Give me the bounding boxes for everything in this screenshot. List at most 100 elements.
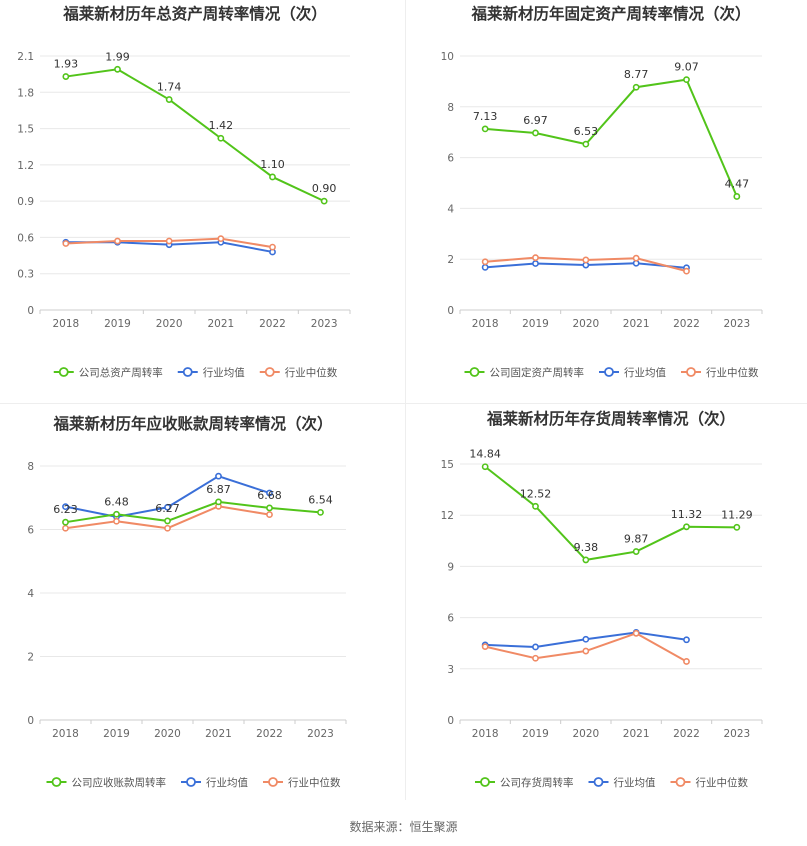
data-point xyxy=(62,518,69,526)
y-tick-label: 6 xyxy=(27,525,34,537)
data-point xyxy=(114,65,121,73)
data-label: 0.90 xyxy=(312,182,337,195)
x-tick-label: 2022 xyxy=(673,728,700,740)
data-point xyxy=(215,498,222,506)
data-point xyxy=(481,643,489,651)
x-tick-label: 2018 xyxy=(52,318,79,330)
x-tick-label: 2023 xyxy=(311,318,338,330)
x-tick-label: 2023 xyxy=(723,318,750,330)
y-tick-label: 4 xyxy=(447,203,454,215)
legend-marker xyxy=(593,777,604,787)
y-tick-label: 1.2 xyxy=(17,160,34,172)
y-tick-label: 15 xyxy=(441,459,454,471)
data-label: 1.93 xyxy=(54,58,79,71)
legend-label: 行业均值 xyxy=(624,366,666,379)
data-point xyxy=(582,647,590,655)
legend-item-0: 公司总资产周转率 xyxy=(53,366,163,379)
chart-panel-receivables-turnover: 福莱新材历年应收账款周转率情况（次） 0 2 4 6 8 2018 2019 2020 2021 2… xyxy=(0,405,400,815)
legend-marker xyxy=(186,777,196,787)
legend-label: 行业中位数 xyxy=(288,776,341,789)
legend-marker xyxy=(686,367,696,377)
legend-item-1: 行业均值 xyxy=(177,366,245,379)
legend-marker xyxy=(268,777,278,787)
data-point xyxy=(532,129,539,137)
data-label: 1.10 xyxy=(260,158,285,171)
data-label: 9.07 xyxy=(674,61,699,74)
y-tick-label: 0.6 xyxy=(17,232,34,244)
y-tick-label: 2 xyxy=(447,254,454,266)
legend-item-1: 行业均值 xyxy=(599,366,666,379)
chart-svg-2: 福莱新材历年应收账款周转率情况（次） 0 2 4 6 8 2018 2019 2020 2021 2… xyxy=(27,414,347,789)
data-point xyxy=(164,517,171,525)
vertical-divider xyxy=(405,0,406,800)
legend-label: 行业均值 xyxy=(614,776,656,789)
legend-marker xyxy=(604,367,614,377)
chart-title: 福莱新材历年总资产周转率情况（次） xyxy=(62,4,327,23)
data-source-note: 数据来源：恒生聚源 xyxy=(349,820,458,834)
x-tick-label: 2019 xyxy=(104,318,131,330)
data-point xyxy=(165,237,173,245)
data-point xyxy=(217,235,225,243)
data-point xyxy=(266,489,273,497)
data-point xyxy=(582,140,590,148)
y-tick-label: 12 xyxy=(441,510,454,522)
legend-label: 公司存货周转率 xyxy=(500,776,574,789)
chart-svg-3: 福莱新材历年存货周转率情况（次） 0 3 6 9 12 15 2018 2019 2020 2021… xyxy=(441,409,763,789)
y-tick-label: 0.3 xyxy=(17,269,34,281)
legend-item-0: 公司应收账款周转率 xyxy=(46,776,167,789)
chart-panel-fixed-asset-turnover: 福莱新材历年固定资产周转率情况（次） 0 2 4 6 8 10 2018 2019 2020 202… xyxy=(405,0,805,410)
data-label: 1.42 xyxy=(209,119,234,132)
y-tick-label: 0.9 xyxy=(17,196,34,208)
data-point xyxy=(269,173,276,181)
chart-title: 福莱新材历年应收账款周转率情况（次） xyxy=(52,414,332,433)
data-point xyxy=(532,502,539,510)
data-label: 8.77 xyxy=(624,68,649,81)
legend-item-0: 公司存货周转率 xyxy=(475,776,574,789)
legend-marker xyxy=(182,367,193,377)
legend-marker xyxy=(469,367,480,377)
x-tick-label: 2021 xyxy=(623,728,650,740)
x-tick-label: 2021 xyxy=(207,318,234,330)
data-point xyxy=(481,463,489,471)
x-tick-label: 2018 xyxy=(472,728,499,740)
legend-marker xyxy=(675,777,686,787)
data-point xyxy=(317,508,324,516)
horizontal-divider xyxy=(0,403,807,404)
chart-svg-0: 福莱新材历年总资产周转率情况（次） 0 0.3 0.6 0.9 1.2 1.5 1.8 2.1 2… xyxy=(17,4,351,379)
legend-item-0: 公司固定资产周转率 xyxy=(464,366,585,379)
y-tick-label: 8 xyxy=(447,102,454,114)
y-tick-label: 6 xyxy=(447,613,454,625)
y-tick-label: 8 xyxy=(27,461,34,473)
y-tick-label: 0 xyxy=(447,715,454,727)
data-point xyxy=(320,197,328,205)
data-point xyxy=(113,510,120,518)
data-point xyxy=(582,556,590,564)
legend-label: 行业中位数 xyxy=(285,366,338,379)
data-point xyxy=(733,193,741,200)
legend-item-1: 行业均值 xyxy=(181,776,248,789)
x-tick-label: 2018 xyxy=(472,318,499,330)
data-point xyxy=(733,523,741,531)
data-label: 6.97 xyxy=(523,114,548,127)
data-point xyxy=(215,472,222,480)
data-point xyxy=(683,76,690,84)
x-tick-label: 2020 xyxy=(572,318,599,330)
y-tick-label: 2 xyxy=(27,652,34,664)
data-point xyxy=(217,134,225,142)
legend-marker xyxy=(480,777,490,787)
data-label: 6.23 xyxy=(53,503,78,516)
x-tick-label: 2020 xyxy=(156,318,183,330)
legend-label: 公司应收账款周转率 xyxy=(72,776,167,789)
legend-label: 公司固定资产周转率 xyxy=(490,366,585,379)
series-line-0 xyxy=(485,78,738,197)
x-tick-label: 2020 xyxy=(572,728,599,740)
y-tick-label: 10 xyxy=(441,51,454,63)
x-tick-label: 2021 xyxy=(205,728,232,740)
data-point xyxy=(164,503,171,511)
chart-title: 福莱新材历年存货周转率情况（次） xyxy=(486,409,735,428)
legend-item-2: 行业中位数 xyxy=(259,366,338,379)
data-point xyxy=(532,260,539,267)
data-point xyxy=(165,96,173,103)
data-label: 12.52 xyxy=(520,487,552,500)
y-tick-label: 2.1 xyxy=(17,51,34,63)
